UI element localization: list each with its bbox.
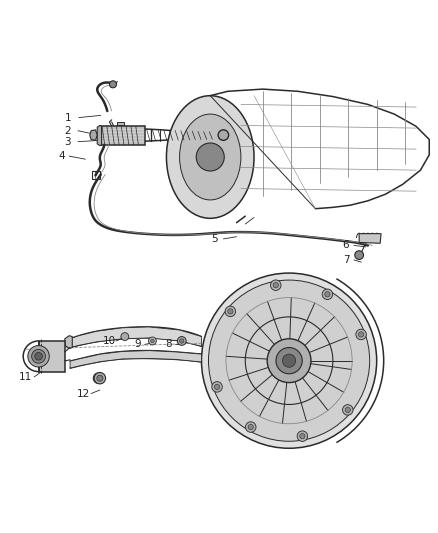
Circle shape <box>322 289 333 300</box>
Circle shape <box>151 339 154 343</box>
Circle shape <box>225 306 236 317</box>
Circle shape <box>273 282 279 288</box>
Text: 4: 4 <box>58 151 65 161</box>
Polygon shape <box>70 327 201 348</box>
Circle shape <box>356 329 366 340</box>
Circle shape <box>201 273 377 448</box>
Circle shape <box>94 373 106 384</box>
Circle shape <box>343 405 353 415</box>
Ellipse shape <box>180 114 241 200</box>
Circle shape <box>248 424 253 430</box>
Circle shape <box>355 251 364 260</box>
Polygon shape <box>97 125 102 146</box>
Text: 7: 7 <box>343 255 350 265</box>
Polygon shape <box>70 351 201 368</box>
Polygon shape <box>359 233 381 243</box>
Text: 3: 3 <box>64 136 71 147</box>
Circle shape <box>345 407 350 413</box>
Circle shape <box>267 339 311 383</box>
Circle shape <box>358 332 364 337</box>
Circle shape <box>28 345 49 367</box>
Circle shape <box>121 333 129 341</box>
Text: 1: 1 <box>64 112 71 123</box>
Text: 5: 5 <box>211 234 218 244</box>
Text: 9: 9 <box>134 340 141 350</box>
Text: 2: 2 <box>64 126 71 136</box>
Circle shape <box>32 350 46 363</box>
Circle shape <box>218 130 229 140</box>
Polygon shape <box>117 122 124 125</box>
Circle shape <box>276 348 302 374</box>
Circle shape <box>180 339 184 343</box>
Polygon shape <box>65 336 72 349</box>
Circle shape <box>271 280 281 290</box>
Circle shape <box>325 292 330 297</box>
Circle shape <box>208 280 370 441</box>
Text: 8: 8 <box>165 340 172 350</box>
Text: 10: 10 <box>103 336 116 346</box>
Circle shape <box>228 309 233 314</box>
Text: 12: 12 <box>77 389 90 399</box>
Text: 11: 11 <box>19 372 32 382</box>
Circle shape <box>35 352 42 360</box>
Ellipse shape <box>166 96 254 219</box>
Circle shape <box>148 337 156 345</box>
Circle shape <box>196 143 224 171</box>
Circle shape <box>177 336 186 345</box>
Circle shape <box>212 382 223 392</box>
Circle shape <box>97 375 103 381</box>
Text: 6: 6 <box>343 240 350 251</box>
Circle shape <box>283 354 296 367</box>
Polygon shape <box>39 341 65 372</box>
Circle shape <box>110 81 117 88</box>
Circle shape <box>93 373 104 383</box>
Circle shape <box>215 384 220 390</box>
Polygon shape <box>90 130 97 140</box>
Circle shape <box>245 422 256 432</box>
Polygon shape <box>101 126 145 145</box>
Circle shape <box>297 431 307 441</box>
Circle shape <box>300 433 305 439</box>
